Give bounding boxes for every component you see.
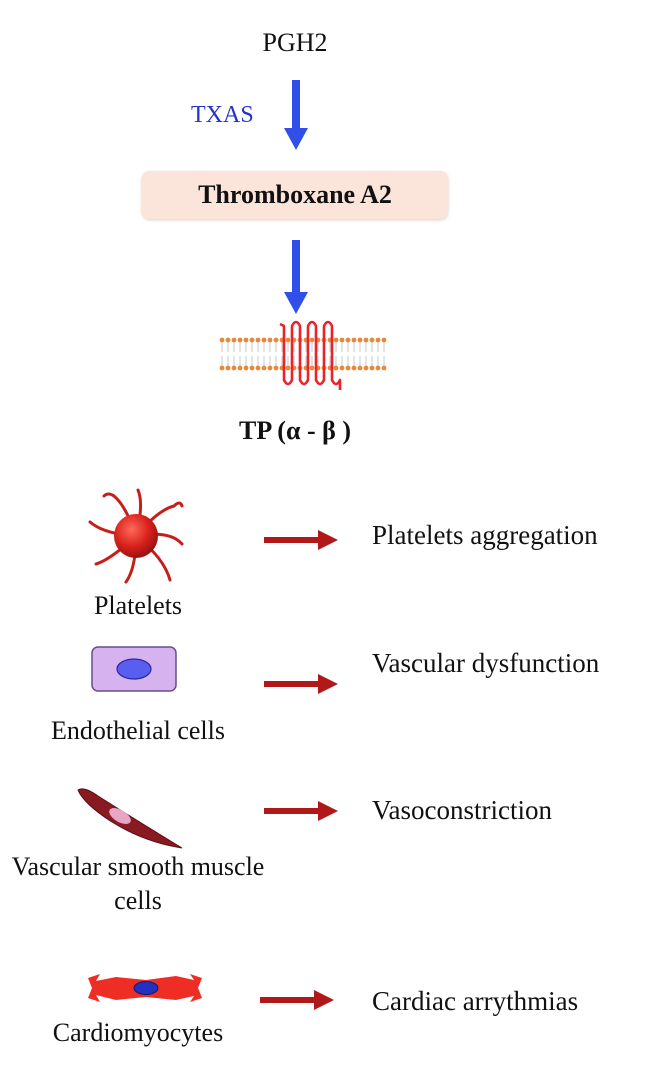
lipid-head [346, 366, 351, 371]
tp-receptor-membrane-icon [218, 316, 388, 392]
lipid-head [256, 366, 261, 371]
lipid-head [238, 366, 243, 371]
platelet-icon [86, 486, 186, 586]
smooth-muscle-cell-icon [74, 784, 186, 854]
lipid-head [358, 338, 363, 343]
cell-label-platelets: Platelets [38, 589, 238, 623]
lipid-head [220, 366, 225, 371]
lipid-head [274, 366, 279, 371]
lipid-head [256, 338, 261, 343]
lipid-head [268, 338, 273, 343]
lipid-head [382, 338, 387, 343]
effect-arrow-icon [264, 799, 340, 823]
lipid-head [382, 366, 387, 371]
lipid-head [268, 366, 273, 371]
lipid-head [226, 338, 231, 343]
lipid-head [376, 338, 381, 343]
lipid-head [352, 366, 357, 371]
lipid-head [334, 338, 339, 343]
effect-label-platelets: Platelets aggregation [372, 517, 652, 553]
lipid-head [352, 338, 357, 343]
lipid-head [250, 366, 255, 371]
lipid-head [262, 338, 267, 343]
enzyme-label: TXAS [191, 98, 254, 132]
effect-arrow-icon [264, 672, 340, 696]
product-label: Thromboxane A2 [142, 171, 448, 219]
precursor-label: PGH2 [195, 26, 395, 60]
lipid-head [370, 366, 375, 371]
lipid-head [376, 366, 381, 371]
cell-label-endothelial: Endothelial cells [18, 714, 258, 748]
receptor-label: TP (α - β ) [195, 414, 395, 448]
pathway-arrow-icon [282, 240, 310, 316]
lipid-head [358, 366, 363, 371]
lipid-head [364, 366, 369, 371]
lipid-head [370, 338, 375, 343]
lipid-head [262, 366, 267, 371]
cell-label-cardiomyocytes: Cardiomyocytes [18, 1016, 258, 1050]
lipid-head [310, 366, 315, 371]
effect-label-cardiomyocytes: Cardiac arrythmias [372, 983, 652, 1019]
lipid-head [340, 338, 345, 343]
effect-label-smooth-muscle: Vasoconstriction [372, 792, 652, 828]
pathway-arrow-icon [282, 80, 310, 152]
lipid-head [334, 366, 339, 371]
lipid-head [364, 338, 369, 343]
lipid-head [226, 366, 231, 371]
endothelial-cell-icon [90, 644, 178, 694]
lipid-head [244, 338, 249, 343]
lipid-head [310, 338, 315, 343]
lipid-head [244, 366, 249, 371]
lipid-head [346, 338, 351, 343]
lipid-head [232, 366, 237, 371]
lipid-head [286, 338, 291, 343]
effect-arrow-icon [260, 988, 336, 1012]
lipid-head [220, 338, 225, 343]
receptor-helix [280, 322, 340, 390]
lipid-head [274, 338, 279, 343]
lipid-head [340, 366, 345, 371]
lipid-head [286, 366, 291, 371]
effect-label-endothelial: Vascular dysfunction [372, 645, 652, 681]
cell-label-smooth-muscle: Vascular smooth muscle cells [10, 850, 266, 918]
cardiomyocyte-icon [86, 972, 204, 1004]
lipid-head [238, 338, 243, 343]
lipid-head [250, 338, 255, 343]
lipid-head [232, 338, 237, 343]
effect-arrow-icon [264, 528, 340, 552]
